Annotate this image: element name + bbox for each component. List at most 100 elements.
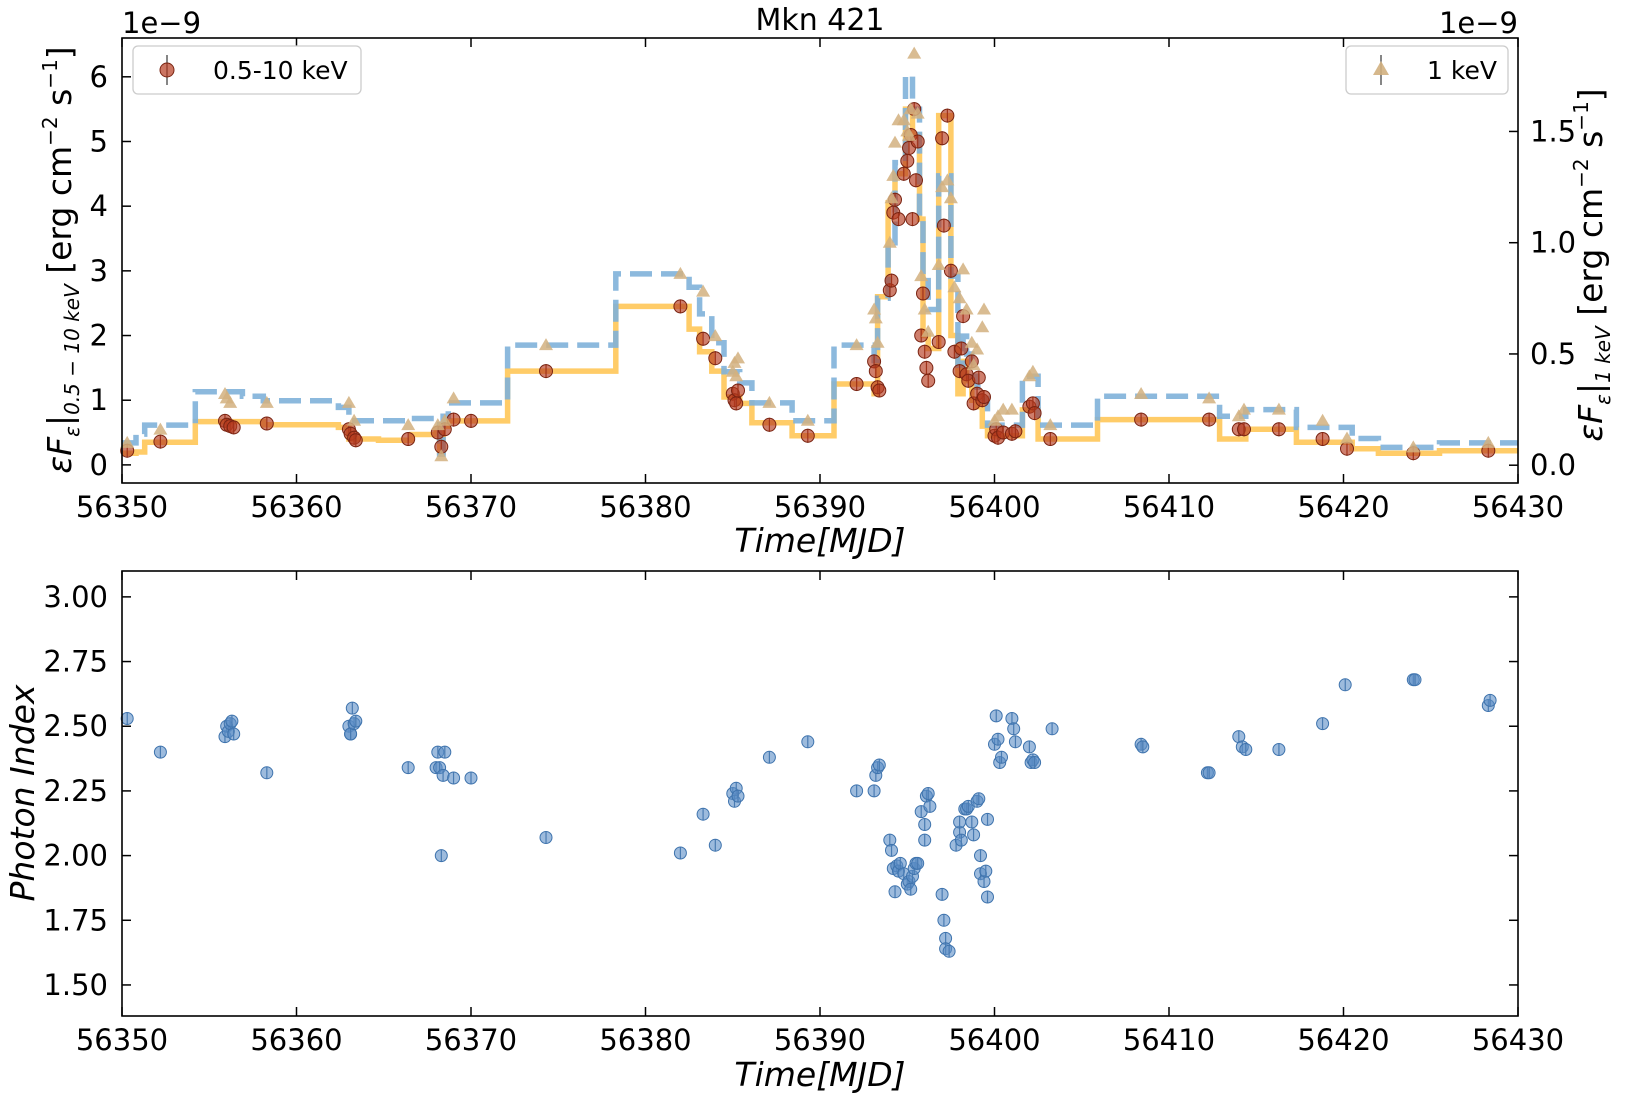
photon-index-point (464, 771, 478, 785)
point-1kev (434, 449, 449, 462)
point-1kev (868, 311, 883, 324)
point-1kev (731, 351, 745, 364)
point-1kev (952, 291, 967, 304)
point-1kev (1237, 402, 1251, 415)
x-tick-label: 56380 (599, 490, 691, 524)
point-1kev (1481, 435, 1496, 448)
photon-index-point (153, 745, 167, 759)
photon-index-point (995, 750, 1008, 764)
x-tick-label: 56380 (599, 1023, 691, 1057)
top-y2-ticks: 0.0 0.5 1.0 1.5 (1509, 114, 1576, 482)
photon-index-point (888, 885, 902, 899)
photon-index-point (227, 727, 241, 741)
point-1kev (970, 342, 985, 355)
point-0510 (348, 433, 363, 448)
point-1kev (886, 168, 901, 181)
point-1kev (729, 369, 744, 382)
legend-right-label: 1 keV (1427, 56, 1497, 85)
photon-index-point (979, 864, 993, 878)
point-1kev (867, 302, 882, 315)
photon-index-point (923, 799, 937, 813)
x-tick-label: 56390 (774, 1023, 866, 1057)
bottom-panel: 56350 56360 56370 56380 56390 56400 56410 56420… (3, 570, 1564, 1094)
photon-index-point (972, 792, 986, 806)
point-0510 (935, 131, 950, 146)
x-tick-label: 56420 (1297, 490, 1389, 524)
point-1kev (870, 335, 885, 348)
photon-index-point (942, 944, 956, 958)
bottom-y-ticks: 1.50 1.75 2.00 2.25 2.50 2.75 3.00 (43, 580, 1518, 1002)
point-0510 (762, 417, 777, 432)
point-0510 (1315, 432, 1330, 446)
point-0510 (1043, 432, 1058, 446)
photon-index-point (921, 787, 935, 800)
y-tick-label: 2.25 (43, 774, 108, 808)
point-1kev (975, 320, 990, 333)
point-1kev (884, 191, 899, 204)
legend-right: 1 keV (1345, 45, 1509, 95)
point-1kev (1043, 418, 1058, 431)
photon-index-point (447, 771, 461, 785)
point-1kev (903, 102, 918, 115)
point-1kev (696, 284, 711, 297)
point-0510 (940, 108, 955, 123)
point-1kev (966, 358, 981, 371)
point-1kev (956, 262, 971, 275)
point-1kev (1025, 364, 1040, 377)
y-tick-label: 2 (90, 319, 108, 353)
photon-index-point (918, 818, 932, 831)
point-0510 (921, 373, 936, 388)
y2-tick-label: 0.0 (1530, 448, 1576, 482)
point-1kev (539, 338, 553, 351)
photon-index-point (762, 750, 776, 764)
point-1kev (959, 302, 974, 315)
point-0510 (891, 212, 906, 227)
legend-left-label: 0.5-10 keV (213, 56, 348, 85)
y-tick-label: 5 (90, 124, 108, 158)
point-0510 (1134, 412, 1149, 427)
photon-index-point (954, 833, 968, 847)
photon-index-point (731, 789, 745, 803)
point-1kev (888, 135, 902, 148)
photon-index-point (1008, 735, 1022, 749)
point-1kev (964, 335, 979, 348)
photon-index-point (911, 856, 925, 870)
y-tick-label: 1.50 (43, 968, 108, 1002)
photon-index-point (1338, 678, 1352, 692)
point-0510 (401, 432, 416, 446)
point-0510 (917, 344, 932, 359)
point-1kev (991, 409, 1005, 422)
point-1kev (931, 258, 946, 270)
point-1kev (947, 280, 962, 293)
point-1kev (446, 391, 461, 404)
y-tick-label: 1 (90, 383, 108, 417)
bottom-y-axis-label: Photon Index (3, 684, 42, 901)
point-1kev (1271, 402, 1286, 415)
point-1kev (896, 113, 911, 126)
point-1kev (1004, 402, 1019, 415)
point-0510 (884, 273, 899, 288)
point-0510 (673, 299, 688, 314)
step-line-1kev (122, 73, 1518, 457)
point-0510 (977, 390, 991, 404)
point-0510 (708, 351, 723, 366)
y2-tick-label: 1.0 (1530, 226, 1576, 260)
point-1kev (341, 395, 356, 408)
legend-right-box (1345, 45, 1509, 95)
legend-left-marker (159, 62, 175, 78)
bottom-x-axis-label: Time[MJD] (734, 1055, 905, 1094)
y-tick-label: 2.75 (43, 645, 108, 679)
point-1kev (1134, 387, 1149, 399)
photon-index-point (1316, 717, 1330, 731)
photon-index-point (904, 882, 918, 896)
bottom-x-ticks: 56350 56360 56370 56380 56390 56400 56410 56420… (76, 571, 1564, 1057)
photon-index-point (260, 766, 274, 780)
photon-index-point (872, 758, 886, 772)
photon-index-point (708, 838, 722, 852)
photon-index-point (989, 709, 1003, 723)
point-0510 (729, 396, 744, 411)
photon-index-point (1202, 766, 1216, 780)
point-0510 (896, 166, 911, 181)
photon-index-point (885, 843, 898, 857)
